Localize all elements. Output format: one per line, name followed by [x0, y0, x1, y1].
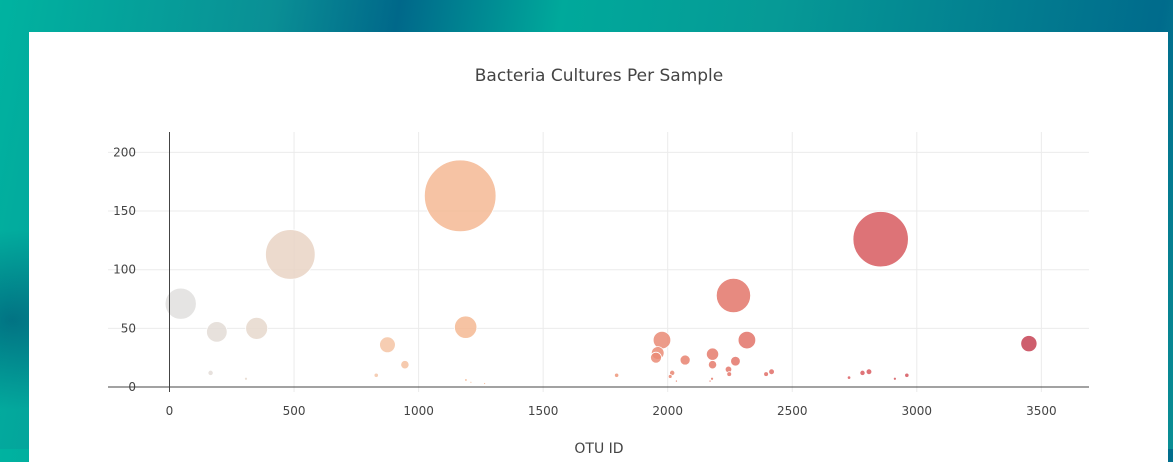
bubble-marker[interactable]: [707, 360, 718, 370]
bubble-marker[interactable]: [715, 277, 752, 314]
bubble-marker[interactable]: [423, 159, 497, 233]
x-tick-label: 0: [166, 404, 174, 418]
bubble-marker[interactable]: [737, 330, 757, 350]
bubble-marker[interactable]: [265, 229, 316, 280]
bubble-marker[interactable]: [652, 330, 672, 350]
x-tick-label: 3000: [902, 404, 933, 418]
bubble-marker[interactable]: [763, 371, 769, 377]
y-tick-label: 50: [121, 321, 136, 335]
bubble-marker[interactable]: [846, 375, 852, 380]
bubble-marker[interactable]: [859, 369, 866, 376]
bubble-marker[interactable]: [207, 369, 214, 376]
bubble-marker[interactable]: [400, 360, 410, 370]
chart-card: 0 500 1000 1500 2000 2500 3000 3500 0 50 100 150 200…: [29, 32, 1168, 462]
x-axis-title: OTU ID: [574, 441, 623, 457]
x-tick-label: 2500: [777, 404, 808, 418]
bubble-marker[interactable]: [454, 315, 478, 339]
x-tick-label: 3500: [1026, 404, 1057, 418]
bubble-marker[interactable]: [464, 378, 468, 382]
bubble-marker[interactable]: [379, 336, 396, 354]
y-tick-label: 150: [113, 204, 136, 218]
bubble-marker[interactable]: [679, 354, 691, 366]
x-tick-label: 2000: [652, 404, 683, 418]
bubble-marker[interactable]: [667, 374, 673, 379]
bubble-marker[interactable]: [164, 287, 197, 320]
bubble-marker[interactable]: [892, 376, 897, 381]
bubble-marker[interactable]: [244, 376, 248, 381]
bubble-marker[interactable]: [705, 347, 720, 361]
bubble-chart: 0 500 1000 1500 2000 2500 3000 3500050100150200…: [108, 66, 1089, 457]
bubble-marker[interactable]: [904, 372, 910, 378]
bubble-marker[interactable]: [614, 372, 620, 378]
bubble-series[interactable]: [164, 159, 1038, 385]
bubble-marker[interactable]: [469, 380, 473, 384]
x-tick-label: 1500: [528, 404, 559, 418]
bubble-marker[interactable]: [373, 372, 379, 378]
y-tick-label: 100: [113, 263, 136, 277]
x-tick-label: 1000: [403, 404, 434, 418]
bubble-marker[interactable]: [245, 316, 269, 340]
bubble-marker[interactable]: [1020, 335, 1038, 353]
bubble-marker[interactable]: [483, 382, 487, 385]
bubble-marker[interactable]: [768, 368, 775, 376]
x-tick-label: 500: [283, 404, 306, 418]
bubble-marker[interactable]: [730, 355, 741, 367]
bubble-marker[interactable]: [708, 379, 712, 383]
bubble-marker[interactable]: [650, 351, 662, 364]
y-tick-label: 200: [113, 145, 136, 159]
chart-title: Bacteria Cultures Per Sample: [475, 66, 723, 86]
bubble-marker[interactable]: [852, 211, 909, 268]
bubble-marker[interactable]: [710, 376, 714, 381]
bubble-marker[interactable]: [674, 379, 678, 383]
bubble-marker[interactable]: [726, 371, 733, 377]
bubble-marker[interactable]: [865, 368, 873, 376]
grid-lines: [108, 132, 1089, 392]
bubble-marker[interactable]: [206, 321, 228, 343]
